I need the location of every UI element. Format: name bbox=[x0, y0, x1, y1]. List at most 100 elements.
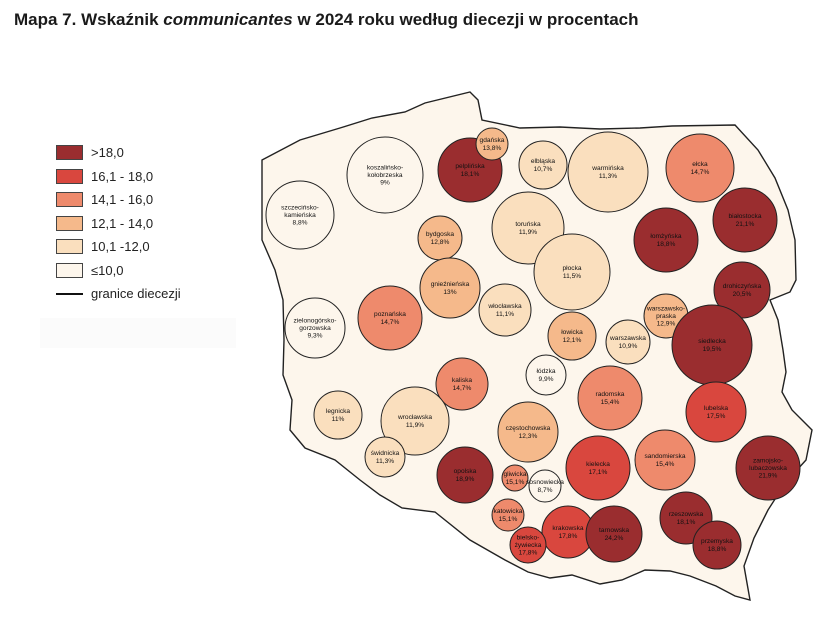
diocese-name: wrocławska bbox=[397, 414, 432, 421]
legend-swatch bbox=[56, 168, 83, 184]
diocese-name: warszawsko- bbox=[646, 305, 685, 312]
diocese-value: 11,3% bbox=[599, 173, 617, 180]
diocese-name: kołobrzeska bbox=[367, 172, 403, 179]
legend-item: 14,1 - 16,0 bbox=[56, 190, 181, 209]
diocese-value: 11,5% bbox=[563, 273, 581, 280]
diocese-region bbox=[533, 233, 611, 311]
diocese-name: poznańska bbox=[374, 311, 406, 318]
diocese-name: białostocka bbox=[729, 213, 762, 220]
diocese-region bbox=[605, 319, 651, 365]
diocese-name: katowicka bbox=[494, 508, 523, 515]
diocese-value: 10,7% bbox=[534, 166, 553, 173]
diocese-name: gliwicka bbox=[503, 471, 526, 478]
diocese-value: 11,9% bbox=[406, 422, 424, 429]
diocese-value: 11,3% bbox=[376, 458, 394, 465]
diocese-region bbox=[346, 136, 424, 214]
diocese-value: 15,1% bbox=[499, 516, 518, 523]
diocese-name: włocławska bbox=[487, 303, 522, 310]
diocese-region bbox=[633, 207, 699, 273]
diocese-name: przemyska bbox=[701, 538, 733, 545]
diocese-name: lubelska bbox=[704, 405, 729, 412]
diocese-value: 15,4% bbox=[601, 399, 620, 406]
diocese-value: 20,5% bbox=[733, 291, 752, 298]
diocese-value: 13,8% bbox=[483, 145, 502, 152]
diocese-name: toruńska bbox=[515, 221, 541, 228]
diocese-value: 12,9% bbox=[657, 321, 676, 328]
diocese-value: 8,7% bbox=[537, 487, 552, 494]
diocese-value: 9% bbox=[380, 180, 390, 187]
diocese-name: sandomierska bbox=[644, 453, 685, 460]
diocese-region bbox=[380, 386, 450, 456]
diocese-region bbox=[567, 131, 649, 213]
diocese-value: 21,9% bbox=[759, 473, 778, 480]
diocese-name: żywiecka bbox=[515, 542, 542, 549]
diocese-value: 12,1% bbox=[563, 337, 582, 344]
diocese-value: 11,1% bbox=[496, 311, 514, 318]
diocese-region bbox=[491, 498, 525, 532]
diocese-region bbox=[509, 526, 547, 564]
diocese-name: warszawska bbox=[609, 335, 646, 342]
legend-label: 14,1 - 16,0 bbox=[91, 192, 154, 207]
diocese-name: warmińska bbox=[591, 165, 624, 172]
diocese-name: gorzowska bbox=[299, 325, 331, 332]
legend: >18,0 16,1 - 18,0 14,1 - 16,0 12,1 - 14,… bbox=[56, 143, 181, 308]
diocese-region bbox=[692, 520, 742, 570]
diocese-name: lubaczowska bbox=[749, 465, 787, 472]
border-line-icon bbox=[56, 292, 83, 295]
diocese-region bbox=[284, 297, 346, 359]
legend-item: ≤10,0 bbox=[56, 261, 181, 280]
legend-label: 16,1 - 18,0 bbox=[91, 168, 154, 184]
diocese-value: 18,1% bbox=[677, 519, 696, 526]
diocese-region bbox=[436, 446, 494, 504]
diocese-name: ełcka bbox=[692, 161, 708, 168]
diocese-value: 17,8% bbox=[519, 550, 538, 557]
diocese-region bbox=[712, 187, 778, 253]
diocese-value: 9,3% bbox=[307, 333, 322, 340]
diocese-name: legnicka bbox=[326, 408, 351, 415]
legend-label: 12,1 - 14,0 bbox=[91, 215, 154, 231]
legend-item: 16,1 - 18,0 bbox=[56, 167, 181, 186]
legend-swatch bbox=[56, 262, 83, 278]
diocese-name: kamieńska bbox=[284, 212, 316, 219]
diocese-value: 14,7% bbox=[453, 385, 472, 392]
diocese-name: łódzka bbox=[536, 368, 555, 375]
diocese-name: koszalińsko- bbox=[367, 164, 403, 171]
diocese-region bbox=[364, 436, 406, 478]
diocese-name: rzeszowska bbox=[669, 511, 704, 518]
legend-item: >18,0 bbox=[56, 143, 181, 162]
diocese-value: 17,8% bbox=[559, 533, 578, 540]
diocese-value: 12,3% bbox=[519, 433, 538, 440]
diocese-name: elbląska bbox=[531, 158, 556, 165]
diocese-region bbox=[528, 469, 562, 503]
diocese-name: świdnicka bbox=[371, 450, 400, 457]
diocese-region bbox=[357, 285, 423, 351]
diocese-value: 19,5% bbox=[703, 346, 722, 353]
diocese-value: 14,7% bbox=[381, 319, 400, 326]
diocese-value: 14,7% bbox=[691, 169, 710, 176]
legend-swatch bbox=[56, 145, 83, 160]
diocese-region bbox=[665, 133, 735, 203]
diocese-region bbox=[634, 429, 696, 491]
diocese-value: 18,8% bbox=[708, 546, 727, 553]
diocese-region bbox=[265, 180, 335, 250]
diocese-name: opolska bbox=[454, 468, 477, 475]
diocese-region bbox=[735, 435, 801, 501]
diocese-region bbox=[685, 381, 747, 443]
diocese-value: 18,1% bbox=[461, 171, 480, 178]
diocese-region bbox=[313, 390, 363, 440]
diocese-value: 21,1% bbox=[736, 221, 755, 228]
diocese-value: 8,8% bbox=[292, 220, 307, 227]
diocese-value: 17,1% bbox=[589, 469, 608, 476]
legend-label: >18,0 bbox=[91, 145, 124, 160]
legend-swatch bbox=[56, 192, 83, 207]
diocese-name: sosnowiecka bbox=[526, 479, 564, 486]
diocese-value: 15,4% bbox=[656, 461, 675, 468]
diocese-name: siedlecka bbox=[698, 338, 726, 345]
diocese-name: zamojsko- bbox=[753, 457, 783, 464]
faint-box bbox=[40, 318, 236, 348]
diocese-name: drohiczyńska bbox=[723, 283, 762, 290]
diocese-region bbox=[525, 354, 567, 396]
diocese-value: 24,2% bbox=[605, 535, 624, 542]
